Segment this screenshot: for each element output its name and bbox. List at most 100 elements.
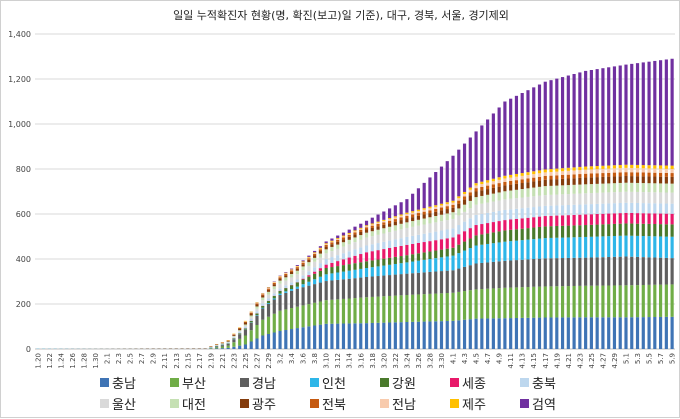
bar-segment <box>434 272 437 294</box>
y-tick-label: 1,200 <box>8 75 31 84</box>
bar-segment <box>405 213 408 214</box>
bar-segment <box>394 264 397 275</box>
bar-segment <box>486 195 489 203</box>
bar-segment <box>486 189 489 195</box>
bar-segment <box>440 239 443 249</box>
bar-segment <box>480 190 483 196</box>
bar-segment <box>388 322 391 349</box>
bar-segment <box>313 258 316 262</box>
x-tick-label: 5.9 <box>669 353 677 364</box>
bar-segment <box>567 237 570 258</box>
bar-segment <box>619 66 622 165</box>
bar-segment <box>273 283 276 284</box>
x-tick-label: 4.23 <box>576 353 584 369</box>
legend-swatch <box>520 378 529 387</box>
bar-segment <box>359 230 362 232</box>
bar-segment <box>521 173 524 176</box>
bar-segment <box>273 289 276 293</box>
x-tick-label: 3.12 <box>334 353 342 369</box>
bar-segment <box>365 233 368 238</box>
bar-segment <box>624 168 627 172</box>
chart-title: 일일 누적확진자 현황(명, 확진(보고)일 기준), 대구, 경북, 서울, … <box>173 8 509 22</box>
bar-segment <box>659 173 662 177</box>
bar-segment <box>284 275 287 277</box>
bar-segment <box>509 191 512 199</box>
legend-label: 전남 <box>392 398 416 413</box>
bar-segment <box>278 294 281 295</box>
bar-segment <box>365 221 368 226</box>
bar-segment <box>440 204 443 206</box>
bar-segment <box>267 289 270 290</box>
bar-segment <box>365 261 368 268</box>
bar-segment <box>578 185 581 194</box>
bar-segment <box>423 252 426 259</box>
bar-segment <box>671 237 674 258</box>
bar-segment <box>353 234 356 237</box>
bar-segment <box>498 231 501 242</box>
bar-segment <box>376 223 379 224</box>
bar-segment <box>388 296 391 323</box>
bar-segment <box>578 178 581 185</box>
bar-segment <box>503 288 506 318</box>
bar-segment <box>319 325 322 349</box>
bar-segment <box>255 303 258 304</box>
bar-segment <box>446 213 449 220</box>
bar-segment <box>325 243 328 244</box>
bar-segment <box>371 323 374 349</box>
bar-segment <box>417 210 420 211</box>
bar-segment <box>671 169 674 173</box>
bar-segment <box>653 203 656 213</box>
bar-segment <box>250 315 253 317</box>
bar-segment <box>590 70 593 166</box>
legend-label: 제주 <box>462 398 486 413</box>
bar-segment <box>394 219 397 222</box>
bar-segment <box>382 211 385 219</box>
bar-segment <box>440 210 443 214</box>
bar-segment <box>521 287 524 318</box>
bar-segment <box>273 284 276 286</box>
bar-segment <box>584 286 587 318</box>
bar-segment <box>376 243 379 250</box>
bar-segment <box>555 169 558 172</box>
bar-segment <box>480 187 483 190</box>
bar-segment <box>642 236 645 257</box>
bar-segment <box>434 212 437 216</box>
bar-segment <box>480 196 483 204</box>
bar-segment <box>371 297 374 323</box>
bar-segment <box>573 74 576 167</box>
bar-segment <box>498 261 501 288</box>
bar-segment <box>601 224 604 236</box>
bar-segment <box>636 213 639 224</box>
bar-segment <box>451 219 454 228</box>
bar-segment <box>261 297 264 300</box>
bar-segment <box>619 168 622 172</box>
legend-label: 충남 <box>112 377 136 392</box>
bar-segment <box>544 180 547 186</box>
bar-segment <box>480 263 483 289</box>
bar-segment <box>601 169 604 173</box>
bar-segment <box>336 299 339 323</box>
bar-segment <box>532 171 535 174</box>
bar-segment <box>584 184 587 193</box>
bar-segment <box>596 317 599 349</box>
bar-segment <box>359 269 362 278</box>
bar-segment <box>653 258 656 285</box>
bar-segment <box>480 245 483 263</box>
bar-segment <box>382 221 385 222</box>
bar-segment <box>330 244 333 247</box>
bar-segment <box>423 212 426 215</box>
bar-segment <box>405 214 408 216</box>
bar-segment <box>348 233 351 234</box>
bar-segment <box>296 274 299 279</box>
bar-segment <box>428 272 431 294</box>
bar-segment <box>480 319 483 349</box>
bar-segment <box>601 166 604 169</box>
bar-segment <box>492 194 495 202</box>
legend-swatch <box>240 378 249 387</box>
legend-swatch <box>380 399 389 408</box>
x-tick-label: 3.8 <box>311 353 319 364</box>
bar-segment <box>642 168 645 172</box>
bar-segment <box>284 288 287 291</box>
bar-segment <box>394 322 397 349</box>
